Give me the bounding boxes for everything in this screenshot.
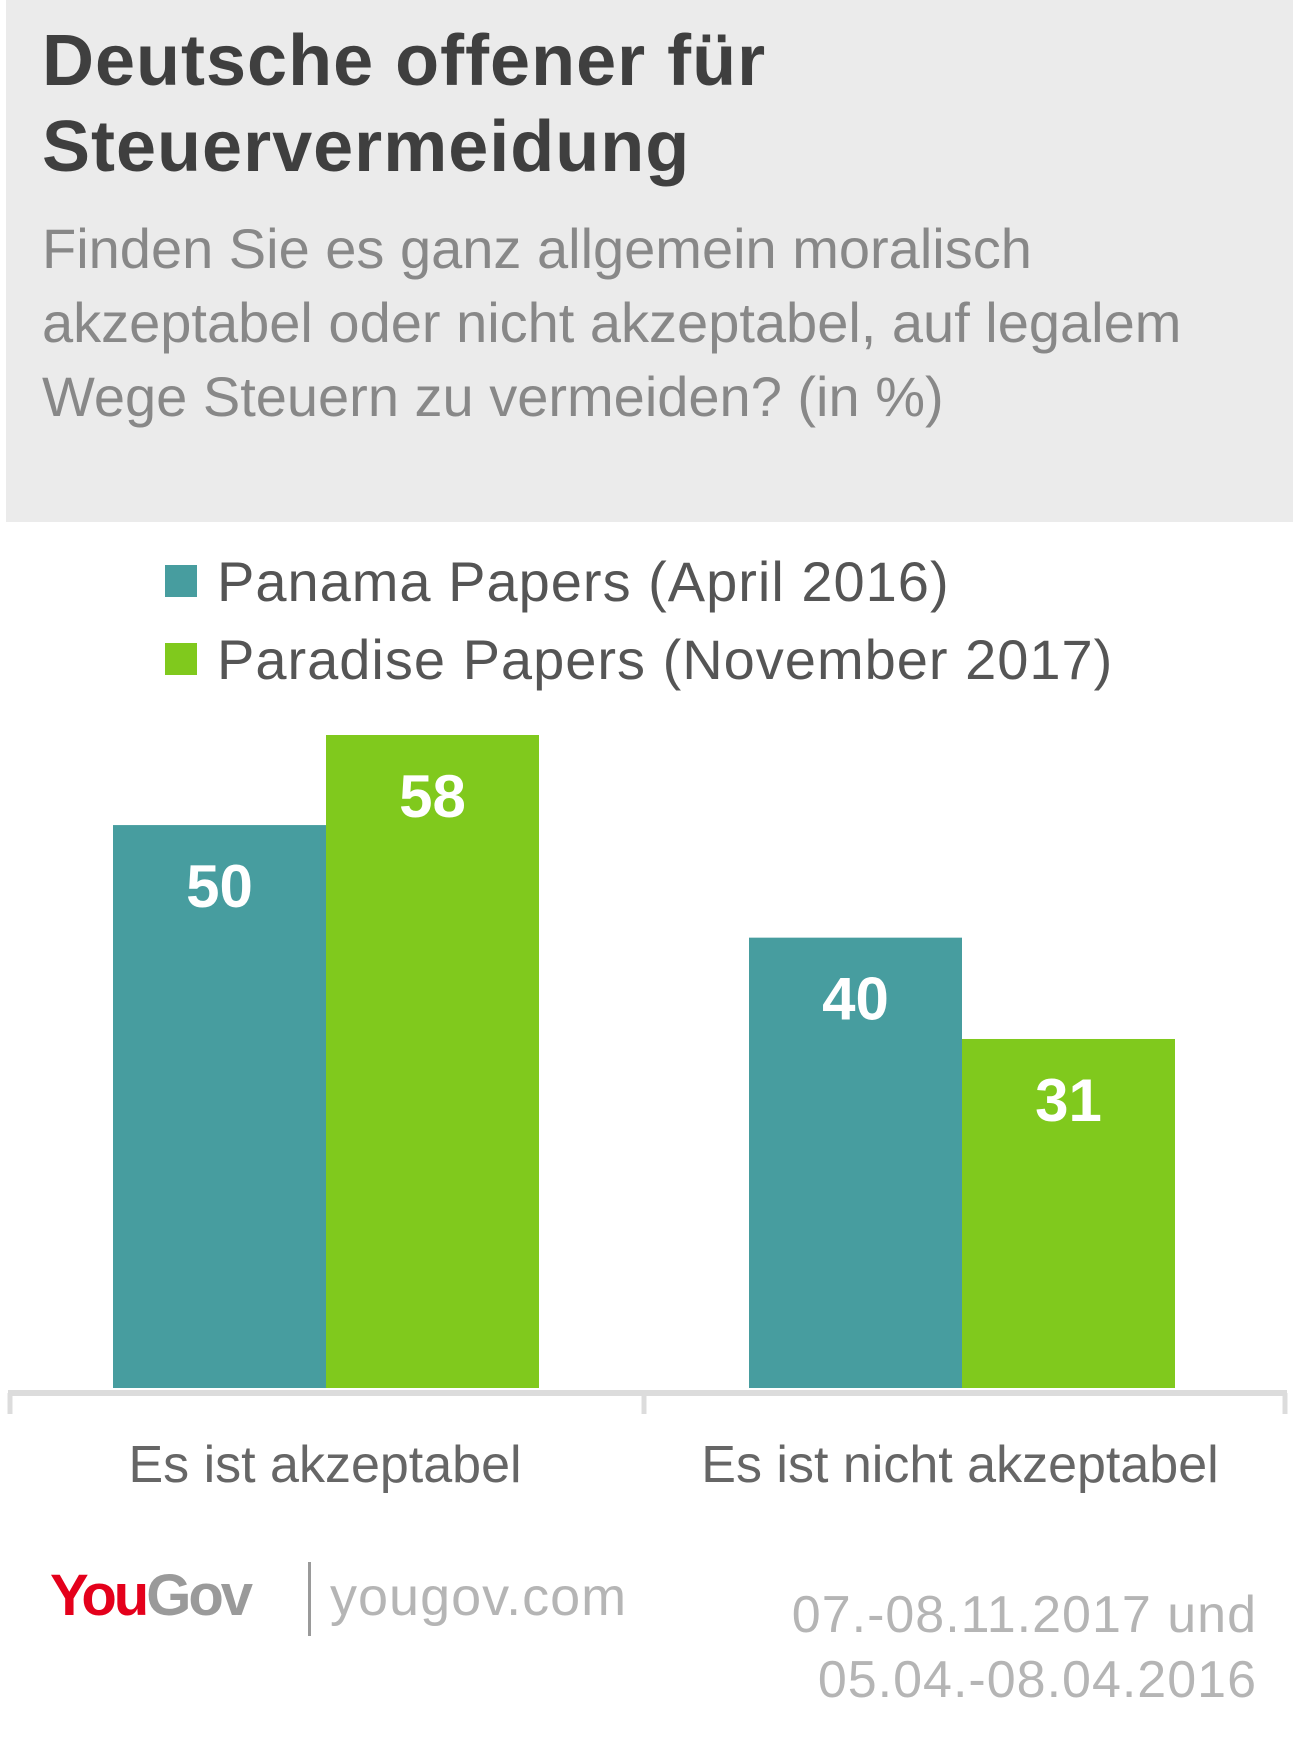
- bars-group: 50 40 58 31: [113, 735, 1175, 1388]
- category-label-es-ist-akzeptabel: Es ist akzeptabel: [128, 1436, 522, 1494]
- logo-you: You: [50, 1563, 149, 1628]
- value-label-paradise-papers-november-2017-es-ist-nicht-akzeptabel: 31: [1035, 1067, 1102, 1134]
- x-axis: [7, 1390, 1288, 1414]
- bar-paradise-papers-november-2017-es-ist-nicht-akzeptabel: [962, 1038, 1175, 1388]
- yougov-logo: YouGov: [50, 1562, 253, 1629]
- logo-gov: Gov: [146, 1563, 253, 1628]
- value-label-panama-papers-april-2016-es-ist-akzeptabel: 50: [186, 853, 253, 920]
- survey-date-line-2: 05.04.-08.04.2016: [817, 1651, 1257, 1709]
- category-label-es-ist-nicht-akzeptabel: Es ist nicht akzeptabel: [701, 1436, 1219, 1494]
- bar-panama-papers-april-2016-es-ist-nicht-akzeptabel: [749, 937, 962, 1388]
- value-label-panama-papers-april-2016-es-ist-nicht-akzeptabel: 40: [822, 966, 889, 1033]
- legend-item-panama: Panama Papers (April 2016): [165, 542, 1113, 620]
- footer-divider: [308, 1562, 311, 1636]
- chart-subtitle: Finden Sie es ganz allgemein moralisch a…: [42, 217, 1182, 428]
- legend-label-paradise: Paradise Papers (November 2017): [217, 627, 1114, 691]
- value-label-paradise-papers-november-2017-es-ist-akzeptabel: 58: [399, 763, 466, 830]
- legend: Panama Papers (April 2016) Paradise Pape…: [165, 542, 1113, 698]
- header-panel: [6, 0, 1293, 522]
- legend-label-panama: Panama Papers (April 2016): [217, 549, 950, 613]
- chart-title: Deutsche offener für Steuervermeidung: [42, 21, 767, 187]
- footer-url: yougov.com: [330, 1567, 628, 1627]
- bar-panama-papers-april-2016-es-ist-akzeptabel: [113, 825, 326, 1388]
- bar-paradise-papers-november-2017-es-ist-akzeptabel: [326, 735, 539, 1388]
- survey-date-line-1: 07.-08.11.2017 und: [791, 1586, 1257, 1644]
- legend-swatch-paradise: [165, 643, 197, 675]
- legend-swatch-panama: [165, 565, 197, 597]
- legend-item-paradise: Paradise Papers (November 2017): [165, 620, 1113, 698]
